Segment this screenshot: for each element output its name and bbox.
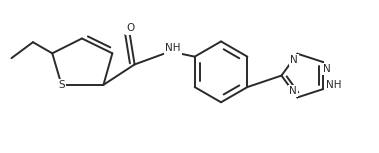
Text: NH: NH	[165, 43, 181, 54]
Text: NH: NH	[326, 80, 341, 90]
Text: N: N	[289, 86, 297, 96]
Text: N: N	[323, 64, 330, 74]
Text: S: S	[58, 80, 65, 90]
Text: O: O	[126, 23, 134, 34]
Text: N: N	[290, 55, 298, 65]
